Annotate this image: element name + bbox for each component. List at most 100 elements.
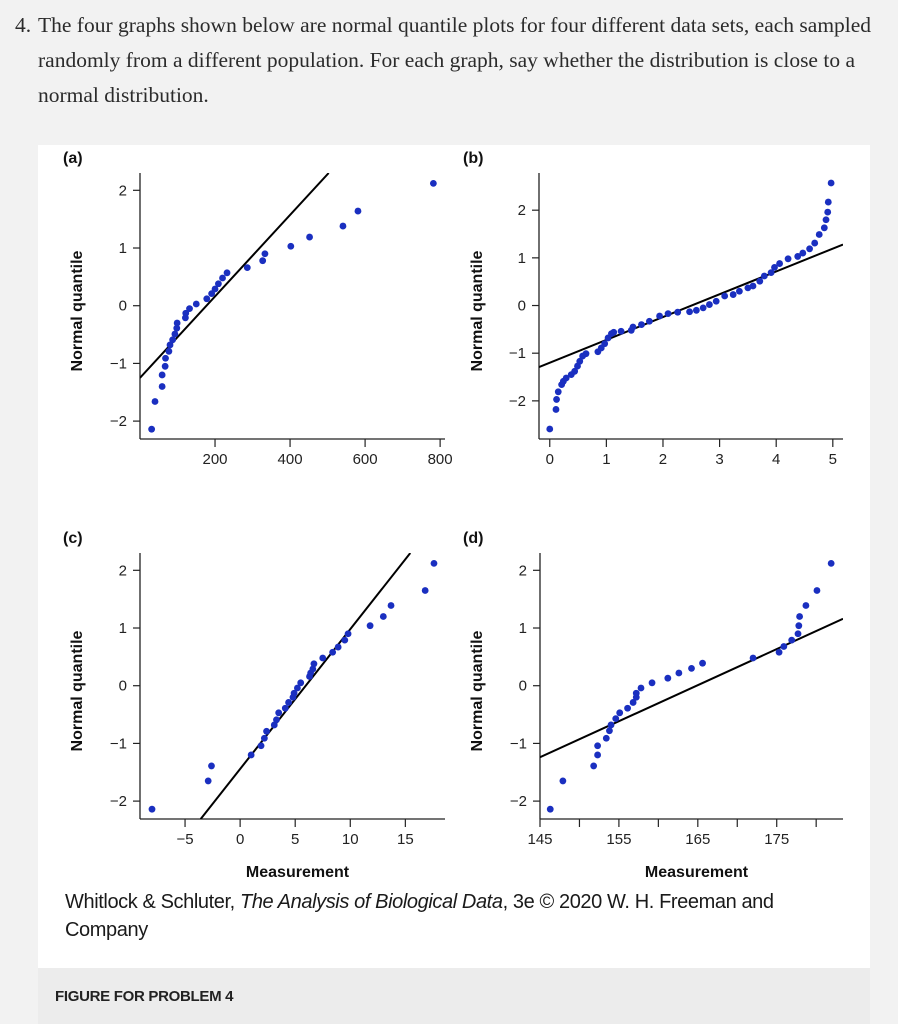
- panel-label: (c): [63, 530, 83, 547]
- figure-label-bar: FIGURE FOR PROBLEM 4: [38, 968, 870, 1024]
- data-point: [590, 762, 598, 770]
- data-point: [705, 301, 713, 308]
- data-point: [169, 336, 177, 344]
- data-point: [354, 207, 362, 215]
- data-point: [387, 602, 395, 609]
- data-point: [165, 347, 173, 355]
- data-point: [166, 341, 174, 349]
- data-point: [260, 734, 268, 742]
- data-point: [686, 308, 693, 316]
- data-point: [275, 709, 283, 717]
- data-point: [158, 383, 166, 390]
- x-tick-label: 800: [428, 451, 453, 468]
- y-tick-label: 1: [119, 620, 127, 637]
- data-point: [562, 374, 570, 382]
- data-point: [243, 264, 251, 272]
- data-point: [259, 257, 267, 265]
- data-point: [430, 559, 438, 567]
- y-tick-label: 2: [119, 182, 127, 199]
- data-point: [776, 260, 783, 267]
- x-tick-label: 4: [772, 451, 780, 468]
- data-point: [594, 751, 602, 759]
- y-tick-label: −1: [110, 735, 127, 752]
- data-point: [607, 721, 615, 729]
- figure-credit: Whitlock & Schluter, The Analysis of Bio…: [65, 888, 845, 944]
- data-point: [161, 362, 169, 370]
- x-tick-label: 0: [546, 451, 554, 468]
- credit-authors: Whitlock & Schluter,: [65, 891, 240, 913]
- credit-rest: , 3e © 2020 W. H. Freeman and Company: [65, 891, 774, 941]
- panel-label: (a): [63, 150, 83, 167]
- data-point: [749, 282, 757, 290]
- chart-c: (c) −2 −1 0 1 2 −5 0 5 10 15 Normal quantile Measure…: [63, 530, 445, 881]
- y-tick-label: 2: [519, 562, 527, 579]
- data-point: [319, 654, 327, 662]
- data-point: [806, 245, 813, 253]
- data-point: [617, 327, 625, 335]
- y-tick-label: 0: [119, 678, 127, 695]
- data-point: [610, 328, 618, 336]
- data-point: [329, 648, 337, 656]
- data-point: [629, 699, 637, 706]
- data-point: [297, 679, 305, 687]
- data-point: [788, 636, 796, 644]
- x-tick-label: 5: [829, 451, 837, 468]
- data-point: [699, 304, 707, 312]
- figure-panel: [38, 145, 870, 968]
- data-point: [379, 613, 387, 620]
- data-point: [546, 425, 554, 433]
- x-tick-label: 0: [236, 831, 244, 848]
- y-axis-label: Normal quantile: [69, 630, 86, 751]
- data-point: [294, 684, 301, 692]
- x-axis-label: Measurement: [645, 864, 749, 881]
- data-point: [552, 406, 560, 413]
- chart-d: (d) −2 −1 0 1 2 145 155 165 175 Normal quantile Mea…: [463, 530, 843, 881]
- data-point: [648, 679, 656, 687]
- data-point: [158, 371, 166, 379]
- x-tick-label: 5: [291, 831, 299, 848]
- x-tick-label: 600: [353, 451, 378, 468]
- data-point: [173, 324, 181, 332]
- data-point: [756, 277, 764, 285]
- y-tick-label: −1: [509, 345, 526, 362]
- data-point: [306, 233, 313, 241]
- data-point: [208, 762, 215, 770]
- data-point: [827, 559, 835, 567]
- data-point: [151, 398, 159, 405]
- data-point: [637, 684, 645, 692]
- data-point: [824, 198, 832, 206]
- data-point: [602, 734, 610, 742]
- y-tick-label: −1: [510, 735, 527, 752]
- data-point: [796, 613, 804, 620]
- data-point: [820, 224, 828, 232]
- y-axis-label: Normal quantile: [469, 250, 486, 371]
- x-axis-label: Measurement: [246, 864, 350, 881]
- chart-a: (a) −2 −1 0 1 2 200 400 600 800 Normal quantile: [63, 150, 453, 468]
- data-point: [688, 665, 695, 672]
- data-point: [339, 222, 347, 230]
- data-point: [744, 284, 752, 292]
- data-point: [334, 643, 342, 651]
- data-point: [341, 636, 349, 644]
- x-tick-label: 200: [203, 451, 228, 468]
- data-point: [699, 659, 706, 667]
- data-point: [270, 721, 278, 729]
- data-point: [211, 285, 219, 293]
- data-point: [257, 742, 265, 750]
- data-point: [664, 310, 672, 318]
- chart-b: (b) −2 −1 0 1 2 0 1 2 3 4 5 Normal quantile: [463, 150, 843, 468]
- panel-label: (b): [463, 150, 483, 167]
- data-point: [802, 602, 810, 609]
- y-tick-label: −2: [509, 393, 526, 410]
- data-point: [664, 674, 672, 682]
- data-point: [692, 306, 700, 314]
- data-point: [247, 751, 255, 759]
- data-point: [366, 622, 374, 630]
- data-point: [344, 630, 352, 638]
- data-point: [553, 396, 560, 403]
- y-tick-label: −1: [110, 355, 127, 372]
- data-point: [171, 330, 179, 338]
- data-point: [310, 660, 318, 668]
- x-tick-label: 2: [659, 451, 667, 468]
